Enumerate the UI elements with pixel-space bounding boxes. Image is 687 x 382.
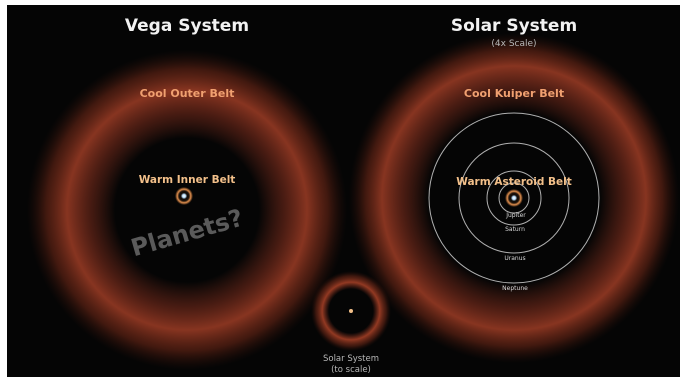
vega-outer-belt-label: Cool Outer Belt [140, 87, 235, 100]
diagram-canvas: Vega System Cool Outer Belt Warm Inner B… [7, 5, 680, 377]
jupiter-label: Jupiter [505, 212, 526, 219]
solar-system-to-scale: Solar System (to scale) [311, 271, 391, 375]
vega-outer-belt-ring [27, 50, 347, 370]
solar-title: Solar System [451, 16, 577, 36]
vega-system: Vega System Cool Outer Belt Warm Inner B… [27, 16, 347, 370]
solar-system: Solar System (4x Scale) Cool Kuiper Belt… [349, 16, 679, 363]
neptune-orbit [428, 112, 600, 284]
small-sun-dot [349, 309, 353, 313]
uranus-label: Uranus [504, 255, 525, 262]
sun-star [510, 194, 518, 202]
saturn-orbit [486, 170, 542, 226]
neptune-label: Neptune [502, 285, 528, 292]
vega-inner-belt-label: Warm Inner Belt [139, 174, 236, 186]
asteroid-belt-label: Warm Asteroid Belt [456, 176, 572, 188]
solar-to-scale-line2: (to scale) [331, 365, 371, 375]
solar-scale-note: (4x Scale) [491, 39, 536, 49]
kuiper-belt-label: Cool Kuiper Belt [464, 87, 564, 100]
vega-title: Vega System [125, 16, 249, 36]
vega-star [180, 192, 188, 200]
saturn-label: Saturn [505, 226, 525, 233]
jupiter-orbit [498, 182, 530, 214]
solar-to-scale-line1: Solar System [323, 354, 379, 364]
diagram-svg: Vega System Cool Outer Belt Warm Inner B… [27, 16, 679, 375]
uranus-orbit [458, 142, 570, 254]
